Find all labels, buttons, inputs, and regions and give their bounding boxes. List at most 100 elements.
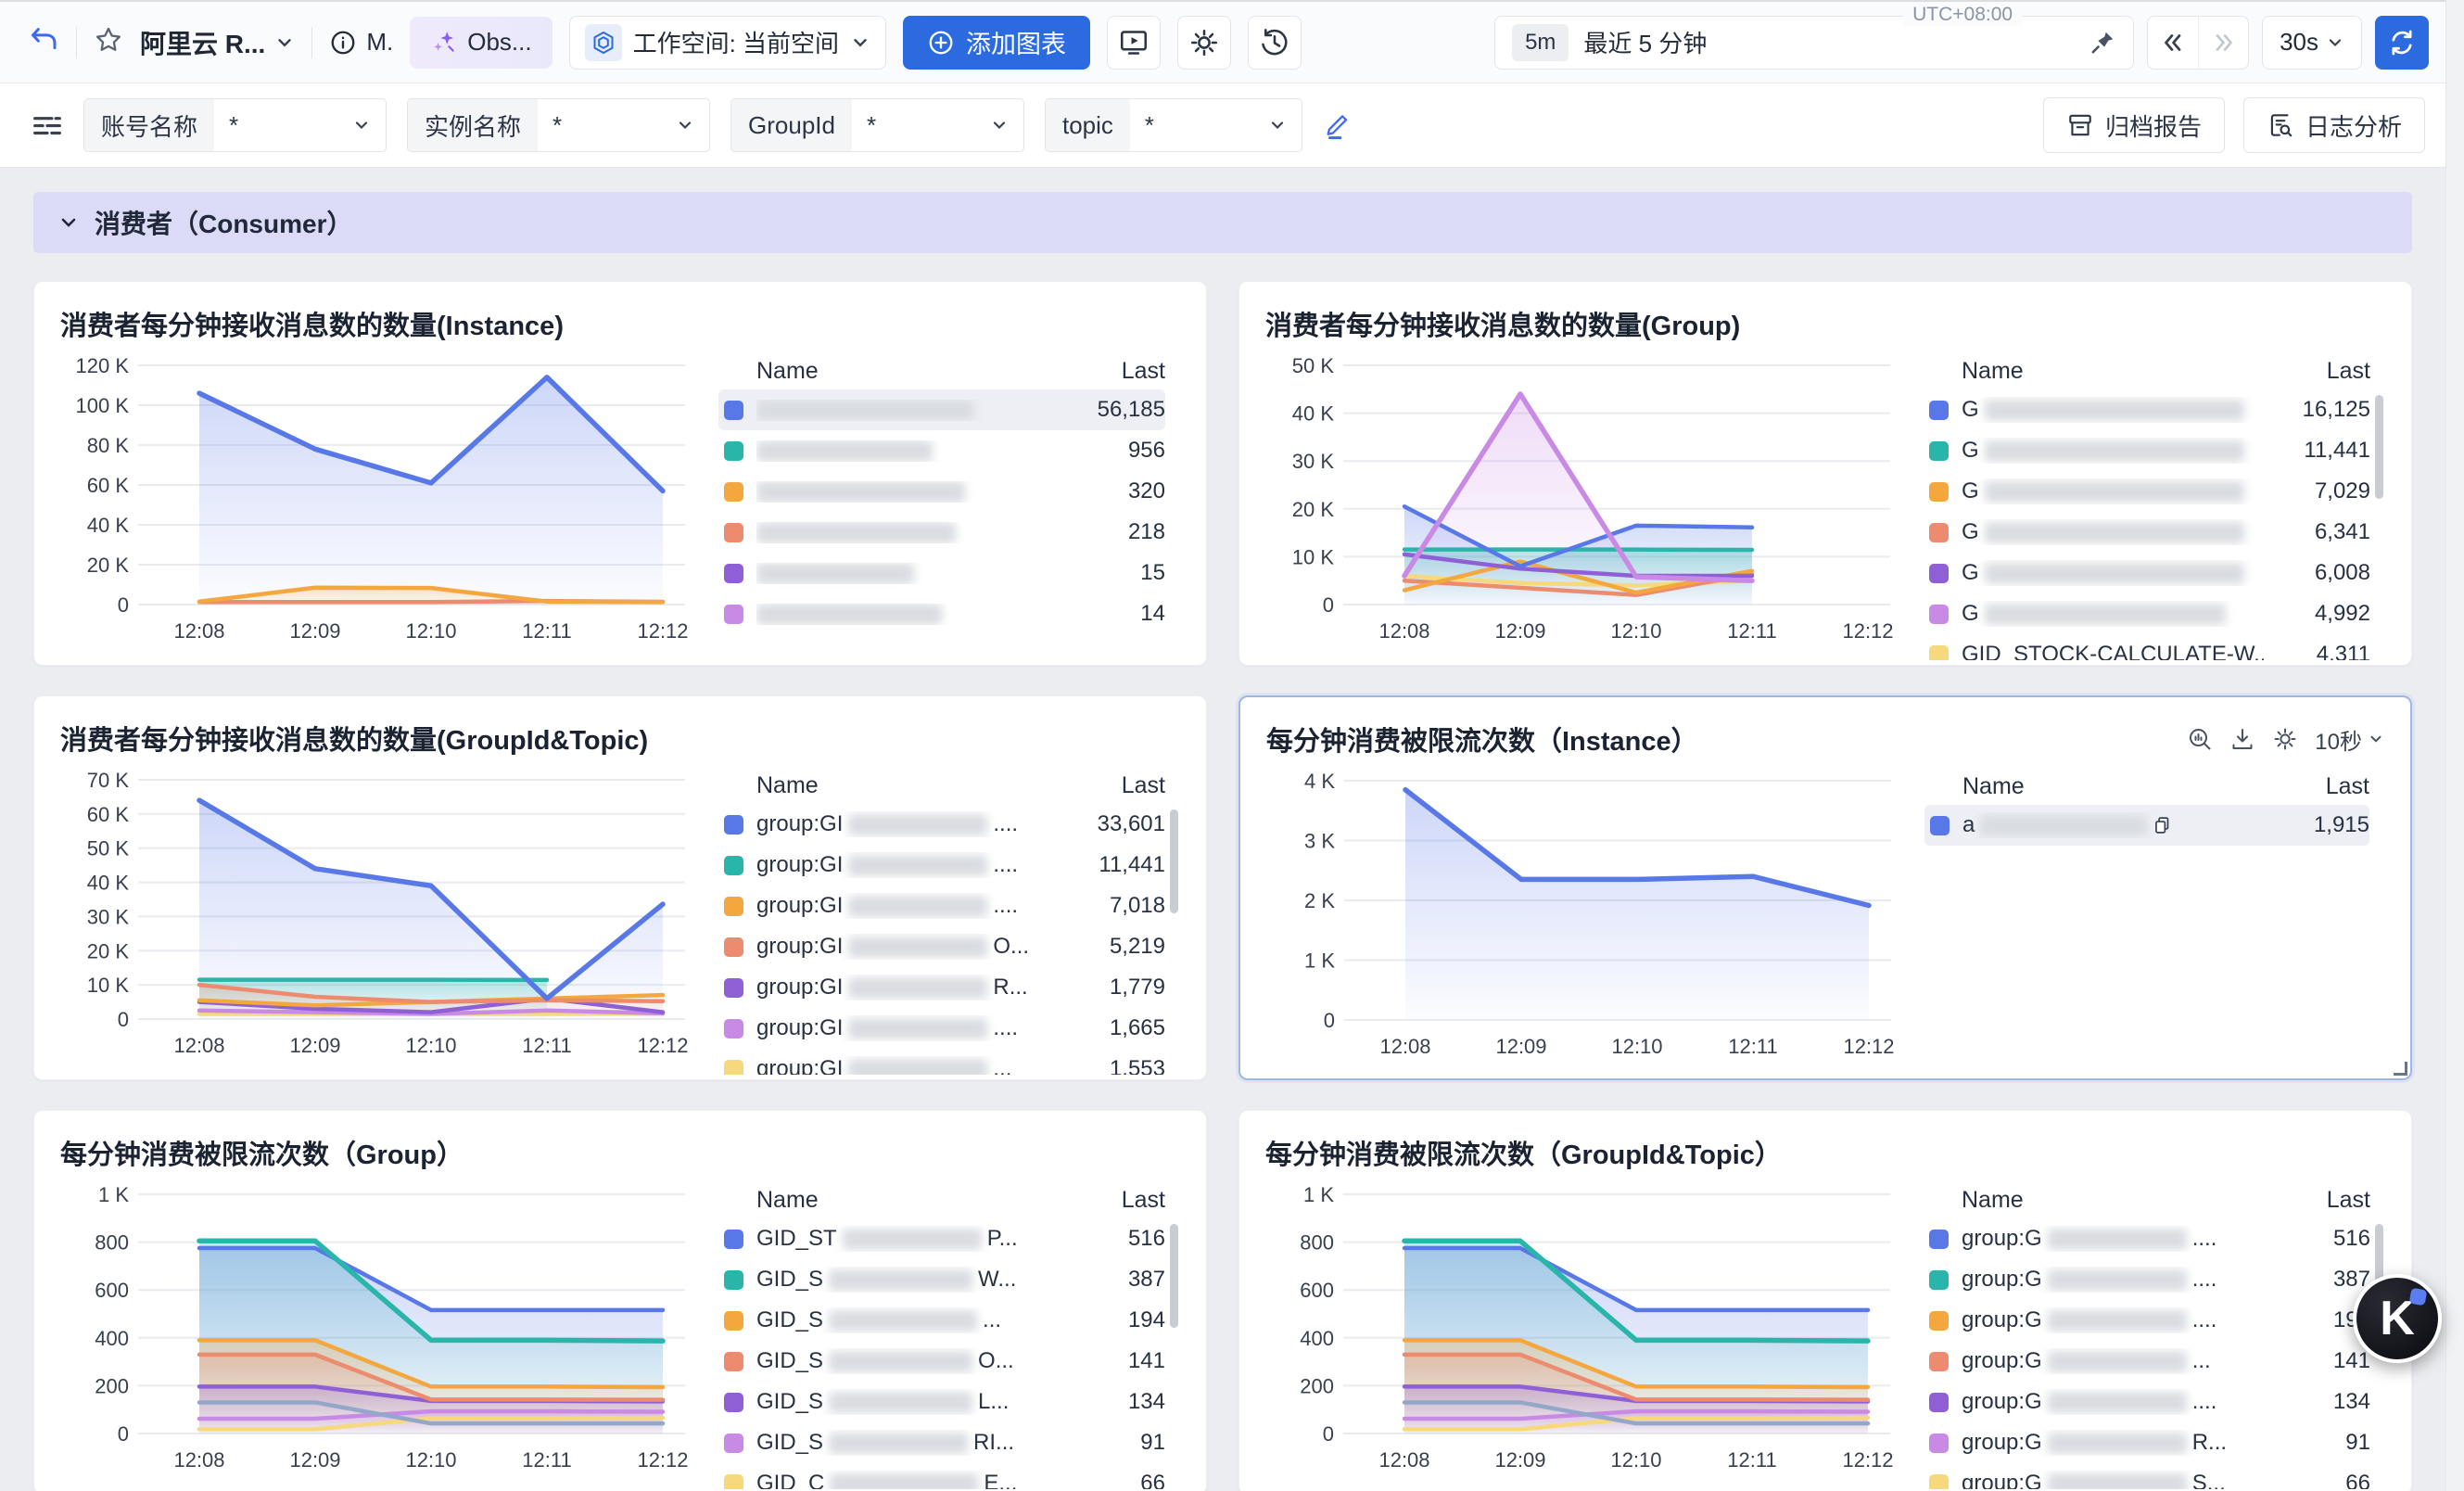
panel-header: 每分钟消费被限流次数（Group） <box>60 1133 1180 1172</box>
presentation-button[interactable] <box>1107 15 1162 70</box>
legend-row[interactable]: GID_S RI... 91 <box>718 1422 1165 1463</box>
panel-header: 消费者每分钟接收消息数的数量(Group) <box>1265 304 2385 343</box>
series-name-text: .... <box>993 893 1019 918</box>
legend-scrollbar[interactable] <box>2375 395 2383 499</box>
obs-badge[interactable]: Obs... <box>410 16 552 69</box>
refresh-interval-label: 30s <box>2280 28 2318 56</box>
time-back-button[interactable] <box>2148 17 2198 69</box>
panel-header: 消费者每分钟接收消息数的数量(Instance) <box>60 304 1180 343</box>
series-swatch <box>1929 1433 1949 1453</box>
assistant-k-badge[interactable]: K <box>2353 1274 2442 1363</box>
time-forward-button[interactable] <box>2198 16 2248 69</box>
archive-report-button[interactable]: 归档报告 <box>2042 97 2225 153</box>
series-swatch <box>1929 563 1949 583</box>
legend-row[interactable]: group:GI.... 33,601 <box>718 804 1165 845</box>
copy-icon[interactable] <box>2153 815 2173 835</box>
svg-text:12:10: 12:10 <box>1610 619 1661 643</box>
pin-icon[interactable] <box>2089 29 2116 57</box>
panel-resize-handle[interactable] <box>2394 1062 2407 1076</box>
legend-row[interactable]: GID_S L... 134 <box>718 1382 1165 1422</box>
filter-select-2[interactable]: GroupId * <box>730 98 1024 152</box>
legend-row[interactable]: GID_STOCK-CALCULATE-W... 4,311 <box>1924 634 2370 660</box>
legend-row[interactable]: G 11,441 <box>1924 430 2370 471</box>
legend-row[interactable]: group:GI... 1,553 <box>718 1049 1165 1075</box>
series-last-value: 1,553 <box>1109 1056 1165 1075</box>
gear-icon[interactable] <box>2272 726 2298 752</box>
legend-row[interactable]: group:GI.... 11,441 <box>718 845 1165 886</box>
legend-row[interactable]: 218 <box>718 512 1165 553</box>
series-last-value: 4,992 <box>2314 601 2370 626</box>
series-name-text: G <box>1962 438 1979 463</box>
legend-row[interactable]: group:G.... 516 <box>1924 1218 2370 1259</box>
workspace-select[interactable]: 工作空间: 当前空间 <box>568 15 887 70</box>
dashboard-title[interactable]: 阿里云 R... <box>140 24 295 61</box>
legend-row[interactable]: a 1,915 <box>1924 805 2369 846</box>
legend-row[interactable]: GID_C E... 66 <box>718 1463 1165 1489</box>
section-title: 消费者（Consumer） <box>95 210 353 238</box>
refresh-interval-select[interactable]: 30s <box>2262 15 2362 70</box>
filter-select-1[interactable]: 实例名称 * <box>407 98 711 152</box>
legend-row[interactable]: group:G.... 134 <box>1924 1382 2370 1422</box>
download-icon[interactable] <box>2229 726 2255 752</box>
legend-row[interactable]: 14 <box>718 593 1165 634</box>
legend-row[interactable]: GID_S O... 141 <box>718 1341 1165 1382</box>
legend-row[interactable]: group:G.... 387 <box>1924 1259 2370 1300</box>
legend-scrollbar[interactable] <box>1170 809 1178 913</box>
legend-row[interactable]: group:GI.... 7,018 <box>718 886 1165 926</box>
legend-scrollbar[interactable] <box>2375 1224 2383 1328</box>
page-scrollbar[interactable] <box>2445 0 2464 1491</box>
legend-row[interactable]: G 4,992 <box>1924 593 2370 634</box>
refresh-button[interactable] <box>2375 15 2429 70</box>
history-button[interactable] <box>1248 15 1302 70</box>
panel-interval-select[interactable]: 10秒 <box>2315 723 2384 756</box>
edit-filters-icon[interactable] <box>1323 109 1353 141</box>
legend-row[interactable]: group:GI R... 1,779 <box>718 967 1165 1008</box>
archive-icon <box>2069 114 2091 136</box>
back-icon[interactable] <box>28 25 59 59</box>
legend-row[interactable]: 56,185 <box>718 389 1165 430</box>
legend-row[interactable]: G 7,029 <box>1924 471 2370 512</box>
blurred-name-block <box>848 1058 988 1075</box>
settings-button[interactable] <box>1177 15 1232 70</box>
legend-row[interactable]: 956 <box>718 430 1165 471</box>
chart-plot[interactable]: 120 K 100 K 80 K 60 K 40 K 20 K 0 12:08 12:09 12:… <box>60 352 700 654</box>
legend-row[interactable]: G 6,008 <box>1924 553 2370 593</box>
chart-plot[interactable]: 4 K 3 K 2 K 1 K 0 12:08 12:09 12:10 12:11 12:12 <box>1266 768 1906 1069</box>
legend-row[interactable]: group:GI O... 5,219 <box>718 926 1165 967</box>
favorite-star-icon[interactable] <box>94 25 123 59</box>
filter-select-0[interactable]: 账号名称 * <box>83 98 387 152</box>
svg-text:80 K: 80 K <box>87 434 130 457</box>
chart-plot[interactable]: 1 K 800 600 400 200 0 12:08 12:09 12:10 12:11 12:1… <box>60 1181 700 1483</box>
svg-text:12:11: 12:11 <box>522 619 571 643</box>
series-name-text: G <box>1962 601 1979 626</box>
series-swatch <box>724 1018 743 1039</box>
series-name: G <box>1962 560 2264 586</box>
series-name-text: a <box>1962 812 1975 837</box>
chart-plot[interactable]: 70 K 60 K 50 K 40 K 30 K 20 K 10 K 0 12:08 12:09 1… <box>60 767 700 1068</box>
legend-row[interactable]: GID_S W... 387 <box>718 1259 1165 1300</box>
meta-info[interactable]: M. <box>329 28 393 57</box>
legend-scrollbar[interactable] <box>1170 1224 1178 1328</box>
legend-row[interactable]: group:G R... 91 <box>1924 1422 2370 1463</box>
svg-text:60 K: 60 K <box>87 474 130 497</box>
chart-plot[interactable]: 50 K 40 K 30 K 20 K 10 K 0 12:08 12:09 12:10 12:1… <box>1265 352 1905 654</box>
add-chart-button[interactable]: 添加图表 <box>903 15 1091 70</box>
legend-row[interactable]: G 6,341 <box>1924 512 2370 553</box>
legend-row[interactable]: GID_S... 194 <box>718 1300 1165 1341</box>
legend-row[interactable]: group:G.... 194 <box>1924 1300 2370 1341</box>
time-range-picker[interactable]: UTC+08:00 5m 最近 5 分钟 <box>1494 3 2135 70</box>
explore-icon[interactable] <box>2187 726 2213 752</box>
legend-row[interactable]: group:GI.... 1,665 <box>718 1008 1165 1049</box>
legend-row[interactable]: group:G S... 66 <box>1924 1463 2370 1489</box>
filter-select-3[interactable]: topic * <box>1044 98 1302 152</box>
legend-row[interactable]: 320 <box>718 471 1165 512</box>
legend-row[interactable]: 15 <box>718 553 1165 593</box>
series-name-text: R... <box>2191 1430 2228 1455</box>
legend-row[interactable]: G 16,125 <box>1924 389 2370 430</box>
legend-row[interactable]: GID_ST P... 516 <box>718 1218 1165 1259</box>
chart-plot[interactable]: 1 K 800 600 400 200 0 12:08 12:09 12:10 12:11 12:1… <box>1265 1181 1905 1483</box>
log-analysis-button[interactable]: 日志分析 <box>2242 97 2425 153</box>
svg-text:12:11: 12:11 <box>1727 619 1776 643</box>
legend-row[interactable]: group:G... 141 <box>1924 1341 2370 1382</box>
section-header-consumer[interactable]: 消费者（Consumer） <box>33 192 2412 253</box>
